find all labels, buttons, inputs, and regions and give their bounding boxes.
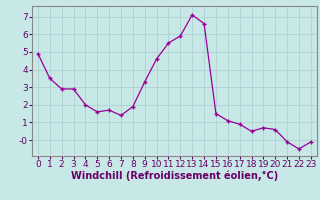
X-axis label: Windchill (Refroidissement éolien,°C): Windchill (Refroidissement éolien,°C) [71, 171, 278, 181]
